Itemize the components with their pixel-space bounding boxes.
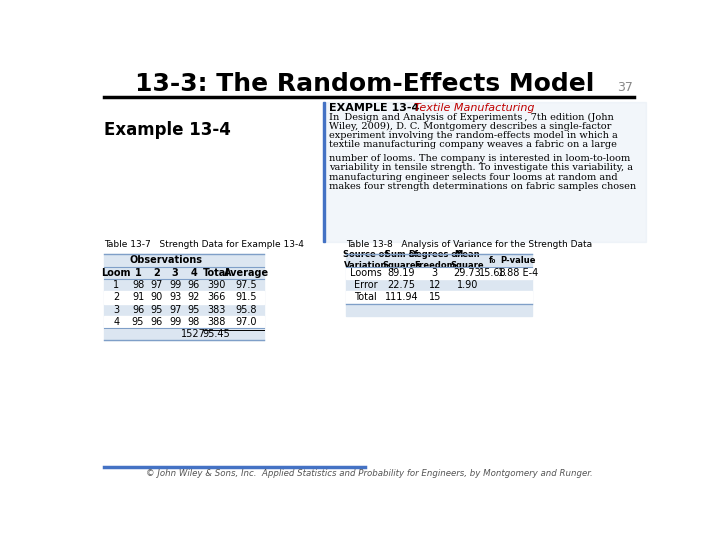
Text: Textile Manufacturing: Textile Manufacturing	[414, 103, 534, 113]
Text: 96: 96	[132, 305, 144, 315]
Text: 3: 3	[172, 268, 179, 278]
Text: P-value: P-value	[500, 256, 536, 265]
Bar	[323, 102, 325, 242]
Text: Wiley, 2009), D. C. Montgomery describes a single-factor: Wiley, 2009), D. C. Montgomery describes…	[329, 122, 611, 131]
Text: 2: 2	[113, 292, 120, 302]
Text: 22.75: 22.75	[387, 280, 415, 290]
Text: 366: 366	[207, 292, 225, 302]
Bar	[346, 291, 532, 303]
Text: 95.8: 95.8	[236, 305, 257, 315]
Text: 97: 97	[169, 305, 181, 315]
Text: Degrees of
Freedom: Degrees of Freedom	[409, 251, 461, 271]
Bar	[104, 316, 264, 328]
Text: 91: 91	[132, 292, 144, 302]
Text: Source of
Variation: Source of Variation	[343, 251, 389, 271]
Text: variability in tensile strength. To investigate this variability, a: variability in tensile strength. To inve…	[329, 164, 633, 172]
Text: 15: 15	[428, 292, 441, 302]
Text: 2: 2	[153, 268, 160, 278]
Text: Table 13-8   Analysis of Variance for the Strength Data: Table 13-8 Analysis of Variance for the …	[346, 240, 592, 249]
Text: Average: Average	[224, 268, 269, 278]
Text: 388: 388	[207, 317, 225, 327]
Text: 99: 99	[169, 317, 181, 327]
Text: 12: 12	[428, 280, 441, 290]
Bar	[346, 267, 532, 279]
Text: In  Design and Analysis of Experiments , 7th edition (John: In Design and Analysis of Experiments , …	[329, 113, 613, 122]
Text: Looms: Looms	[350, 268, 382, 278]
Text: Error: Error	[354, 280, 378, 290]
Text: Loom: Loom	[102, 268, 131, 278]
Text: 95: 95	[188, 305, 200, 315]
Text: 95: 95	[132, 317, 144, 327]
Text: 95.45: 95.45	[202, 329, 230, 339]
Text: Total: Total	[354, 292, 377, 302]
Text: 91.5: 91.5	[236, 292, 257, 302]
Bar	[346, 254, 532, 316]
Bar	[323, 102, 647, 242]
Text: f₀: f₀	[490, 256, 497, 265]
Text: 95: 95	[150, 305, 163, 315]
Text: 1.90: 1.90	[456, 280, 478, 290]
Text: 1: 1	[113, 280, 120, 290]
Bar	[104, 254, 264, 340]
Text: Total: Total	[203, 268, 230, 278]
Bar	[104, 291, 264, 303]
Text: 98: 98	[132, 280, 144, 290]
Text: 4: 4	[191, 268, 197, 278]
Text: 13-3: The Random-Effects Model: 13-3: The Random-Effects Model	[135, 72, 595, 96]
Text: makes four strength determinations on fabric samples chosen: makes four strength determinations on fa…	[329, 182, 636, 191]
Text: Sum of
Squares: Sum of Squares	[382, 251, 420, 271]
Text: 97: 97	[150, 280, 163, 290]
Text: 90: 90	[150, 292, 163, 302]
Text: 97.0: 97.0	[236, 317, 257, 327]
Text: Mean
Square: Mean Square	[451, 251, 485, 271]
Text: 37: 37	[616, 82, 632, 94]
Text: 15.68: 15.68	[480, 268, 507, 278]
Text: 3: 3	[432, 268, 438, 278]
Text: 111.94: 111.94	[384, 292, 418, 302]
Text: Example 13-4: Example 13-4	[104, 122, 231, 139]
Text: manufacturing engineer selects four looms at random and: manufacturing engineer selects four loom…	[329, 173, 617, 182]
Text: 29.73: 29.73	[454, 268, 481, 278]
Text: 92: 92	[188, 292, 200, 302]
Text: 1527: 1527	[181, 329, 207, 339]
Text: 4: 4	[113, 317, 120, 327]
Text: EXAMPLE 13-4: EXAMPLE 13-4	[329, 103, 419, 113]
Text: 390: 390	[207, 280, 225, 290]
Text: Observations: Observations	[130, 255, 202, 265]
Text: experiment involving the random-effects model in which a: experiment involving the random-effects …	[329, 131, 618, 140]
Text: 89.19: 89.19	[388, 268, 415, 278]
Text: 1.88 E-4: 1.88 E-4	[498, 268, 538, 278]
Text: 383: 383	[207, 305, 225, 315]
Text: 99: 99	[169, 280, 181, 290]
Text: © John Wiley & Sons, Inc.  Applied Statistics and Probability for Engineers, by : © John Wiley & Sons, Inc. Applied Statis…	[145, 469, 593, 478]
Text: 97.5: 97.5	[235, 280, 257, 290]
Text: 3: 3	[113, 305, 120, 315]
Text: 98: 98	[188, 317, 200, 327]
Text: number of looms. The company is interested in loom-to-loom: number of looms. The company is interest…	[329, 154, 630, 163]
Text: 96: 96	[150, 317, 163, 327]
Text: 93: 93	[169, 292, 181, 302]
Text: 1: 1	[135, 268, 141, 278]
Text: textile manufacturing company weaves a fabric on a large: textile manufacturing company weaves a f…	[329, 140, 616, 150]
Text: 96: 96	[188, 280, 200, 290]
Text: Table 13-7   Strength Data for Example 13-4: Table 13-7 Strength Data for Example 13-…	[104, 240, 304, 249]
